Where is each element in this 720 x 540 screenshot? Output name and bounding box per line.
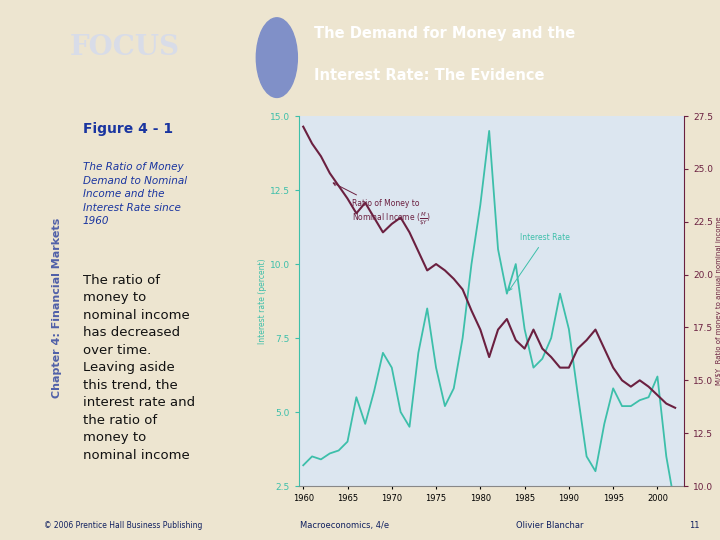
Y-axis label: Interest rate (percent): Interest rate (percent) — [258, 258, 267, 344]
Text: Ratio of Money to
Nominal Income ($\frac{M}{\$Y}$): Ratio of Money to Nominal Income ($\frac… — [333, 183, 431, 227]
Circle shape — [256, 18, 297, 97]
Text: The Demand for Money and the: The Demand for Money and the — [315, 26, 576, 41]
Text: Interest Rate: Interest Rate — [509, 233, 570, 291]
Text: Macroeconomics, 4/e: Macroeconomics, 4/e — [300, 522, 389, 530]
Text: Olivier Blanchar: Olivier Blanchar — [516, 522, 583, 530]
Text: Chapter 4: Financial Markets: Chapter 4: Financial Markets — [53, 218, 62, 398]
Text: Interest Rate: The Evidence: Interest Rate: The Evidence — [315, 68, 545, 83]
Y-axis label: M/$Y  Ratio of money to annual nominal income: M/$Y Ratio of money to annual nominal in… — [716, 217, 720, 386]
Text: © 2006 Prentice Hall Business Publishing: © 2006 Prentice Hall Business Publishing — [44, 522, 202, 530]
Text: FOCUS: FOCUS — [69, 33, 179, 60]
Text: The ratio of
money to
nominal income
has decreased
over time.
Leaving aside
this: The ratio of money to nominal income has… — [83, 274, 195, 462]
Text: 11: 11 — [689, 522, 700, 530]
Text: Figure 4 - 1: Figure 4 - 1 — [83, 122, 173, 136]
Text: The Ratio of Money
Demand to Nominal
Income and the
Interest Rate since
1960: The Ratio of Money Demand to Nominal Inc… — [83, 162, 187, 226]
